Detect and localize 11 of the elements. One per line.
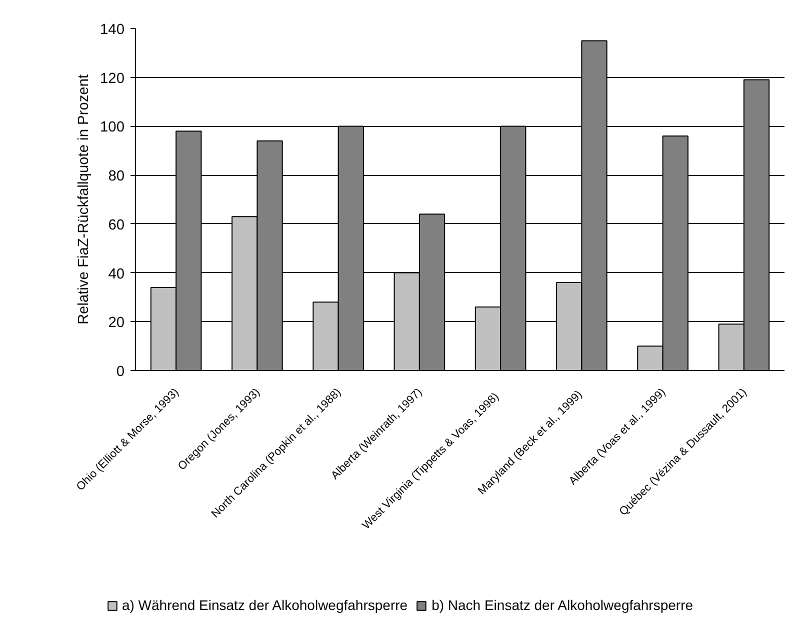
legend-label: a) Während Einsatz der Alkoholwegfahrsperre	[122, 597, 408, 613]
y-tick-label: 40	[108, 266, 125, 282]
y-tick-label: 0	[116, 364, 125, 380]
y-tick-label: 120	[100, 70, 125, 87]
y-tick-label: 80	[108, 168, 125, 185]
y-tick-label: 20	[108, 315, 125, 332]
y-axis-title: Relative FiaZ-Rückfallquote in Prozent	[76, 74, 92, 325]
legend-label: b) Nach Einsatz der Alkoholwegfahrsperre	[432, 597, 694, 613]
y-tick-label: 140	[100, 22, 125, 38]
y-tick-label: 100	[100, 120, 125, 136]
y-tick-label: 60	[108, 217, 125, 234]
